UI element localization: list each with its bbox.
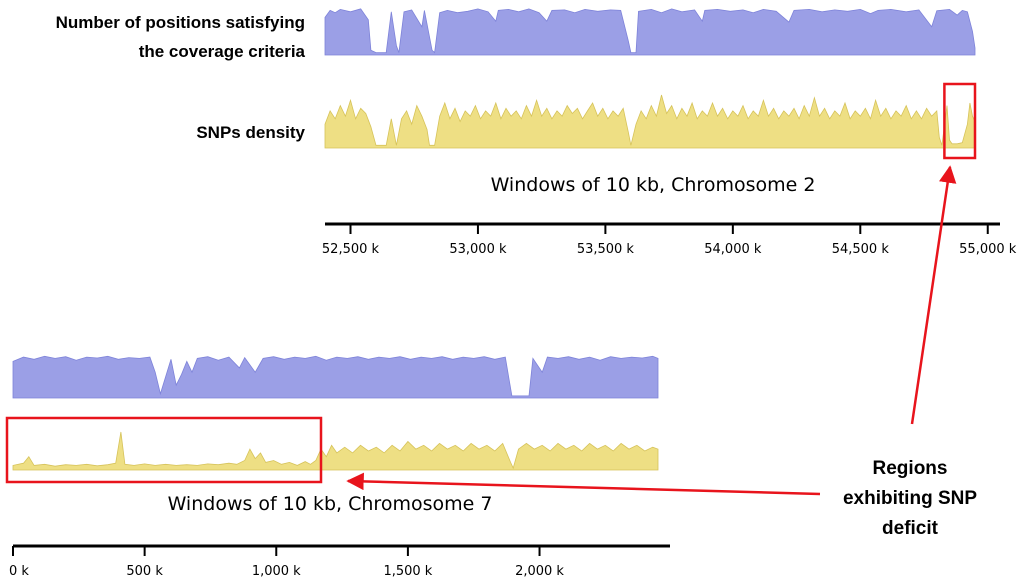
chr7-snp-density-track bbox=[13, 432, 658, 470]
chr7-coverage-track bbox=[13, 356, 658, 398]
chr7-tick-label: 0 k bbox=[9, 564, 29, 579]
coverage-label-line2: the coverage criteria bbox=[139, 42, 306, 61]
chr7-caption: Windows of 10 kb, Chromosome 7 bbox=[168, 493, 493, 515]
chr7-tick-label: 1,000 k bbox=[252, 564, 301, 579]
chr2-tick-label: 54,000 k bbox=[704, 242, 762, 257]
chr7-snp-deficit-highlight bbox=[7, 418, 321, 482]
chr7-snp-density-area bbox=[13, 432, 658, 470]
callout-arrow-chr2 bbox=[912, 167, 950, 424]
chr2-coverage-track bbox=[325, 9, 975, 55]
chr2-coverage-area bbox=[325, 9, 975, 55]
chr2-snp-density-track bbox=[325, 95, 975, 148]
chr2-tick-label: 53,000 k bbox=[449, 242, 507, 257]
callout-text-line3: deficit bbox=[882, 518, 939, 539]
chr7-tick-label: 2,000 k bbox=[515, 564, 564, 579]
chr2-snp-density-area bbox=[325, 95, 975, 148]
callout-text-line1: Regions bbox=[873, 458, 948, 479]
chr7-tick-label: 1,500 k bbox=[383, 564, 432, 579]
chr2-tick-label: 55,000 k bbox=[959, 242, 1017, 257]
chr2-caption: Windows of 10 kb, Chromosome 2 bbox=[491, 174, 816, 196]
callout-text-line2: exhibiting SNP bbox=[843, 488, 977, 509]
snp-density-label: SNPs density bbox=[196, 123, 305, 142]
chr7-coverage-area bbox=[13, 356, 658, 398]
chr2-tick-label: 52,500 k bbox=[322, 242, 380, 257]
chr2-tick-label: 54,500 k bbox=[832, 242, 890, 257]
chr2-x-axis: 52,500 k 53,000 k 53,500 k 54,000 k 54,500 k… bbox=[322, 224, 1017, 257]
coverage-label-line1: Number of positions satisfying bbox=[56, 13, 305, 32]
chr7-x-axis: 0 k 500 k 1,000 k 1,500 k 2,000 k bbox=[9, 546, 670, 579]
chr7-tick-label: 500 k bbox=[126, 564, 163, 579]
chr2-tick-label: 53,500 k bbox=[577, 242, 635, 257]
